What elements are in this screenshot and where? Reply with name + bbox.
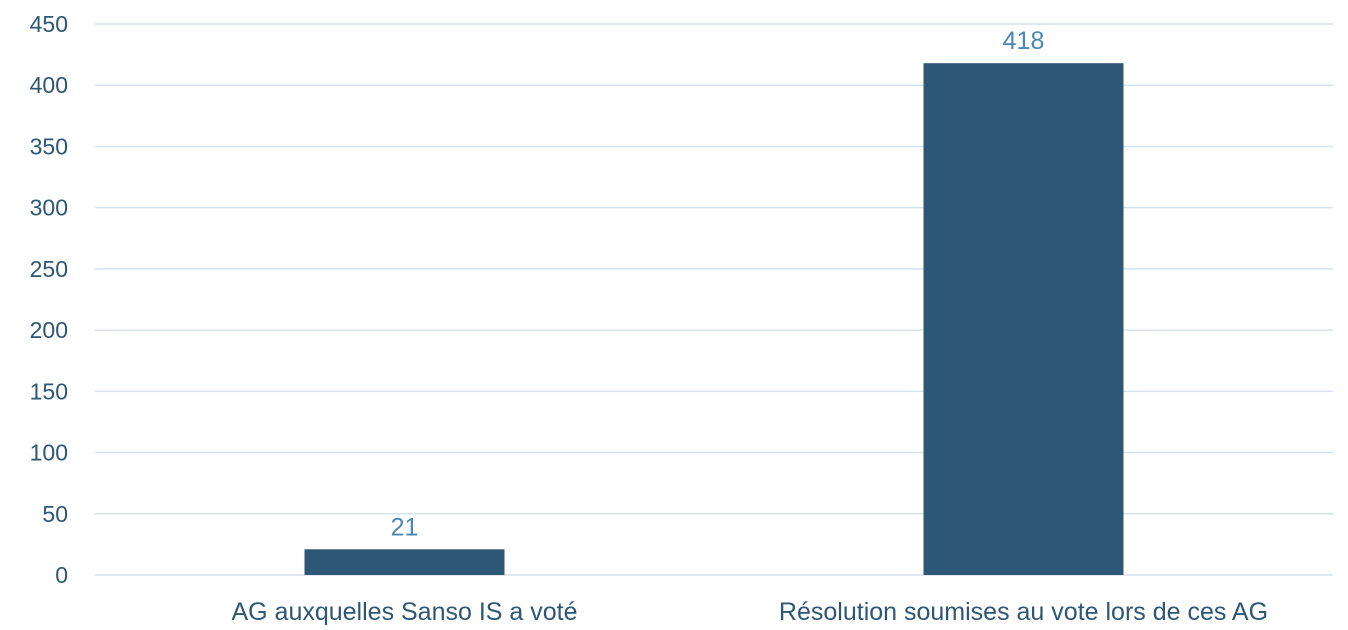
bar [304,549,505,575]
y-axis-tick-labels: 0 50 100 150 200 250 300 350 400 450 [30,11,68,588]
y-tick-label: 350 [30,133,68,159]
y-tick-label: 0 [55,562,68,588]
x-axis-category-labels: AG auxquelles Sanso IS a voté Résolution … [231,598,1268,626]
data-label: 21 [391,513,419,541]
y-tick-label: 250 [30,256,68,282]
y-tick-label: 200 [30,317,68,343]
gridlines [95,23,1333,576]
x-category-label: AG auxquelles Sanso IS a voté [231,598,577,626]
y-tick-label: 400 [30,72,68,98]
y-tick-label: 100 [30,440,68,466]
x-category-label: Résolution soumises au vote lors de ces … [779,598,1268,626]
y-tick-label: 300 [30,195,68,221]
y-tick-label: 150 [30,378,68,404]
data-labels: 21 418 [391,27,1045,541]
y-tick-label: 50 [42,501,68,527]
y-tick-label: 450 [30,11,68,37]
bars [304,63,1124,575]
data-label: 418 [1003,27,1045,55]
bar [923,63,1124,575]
